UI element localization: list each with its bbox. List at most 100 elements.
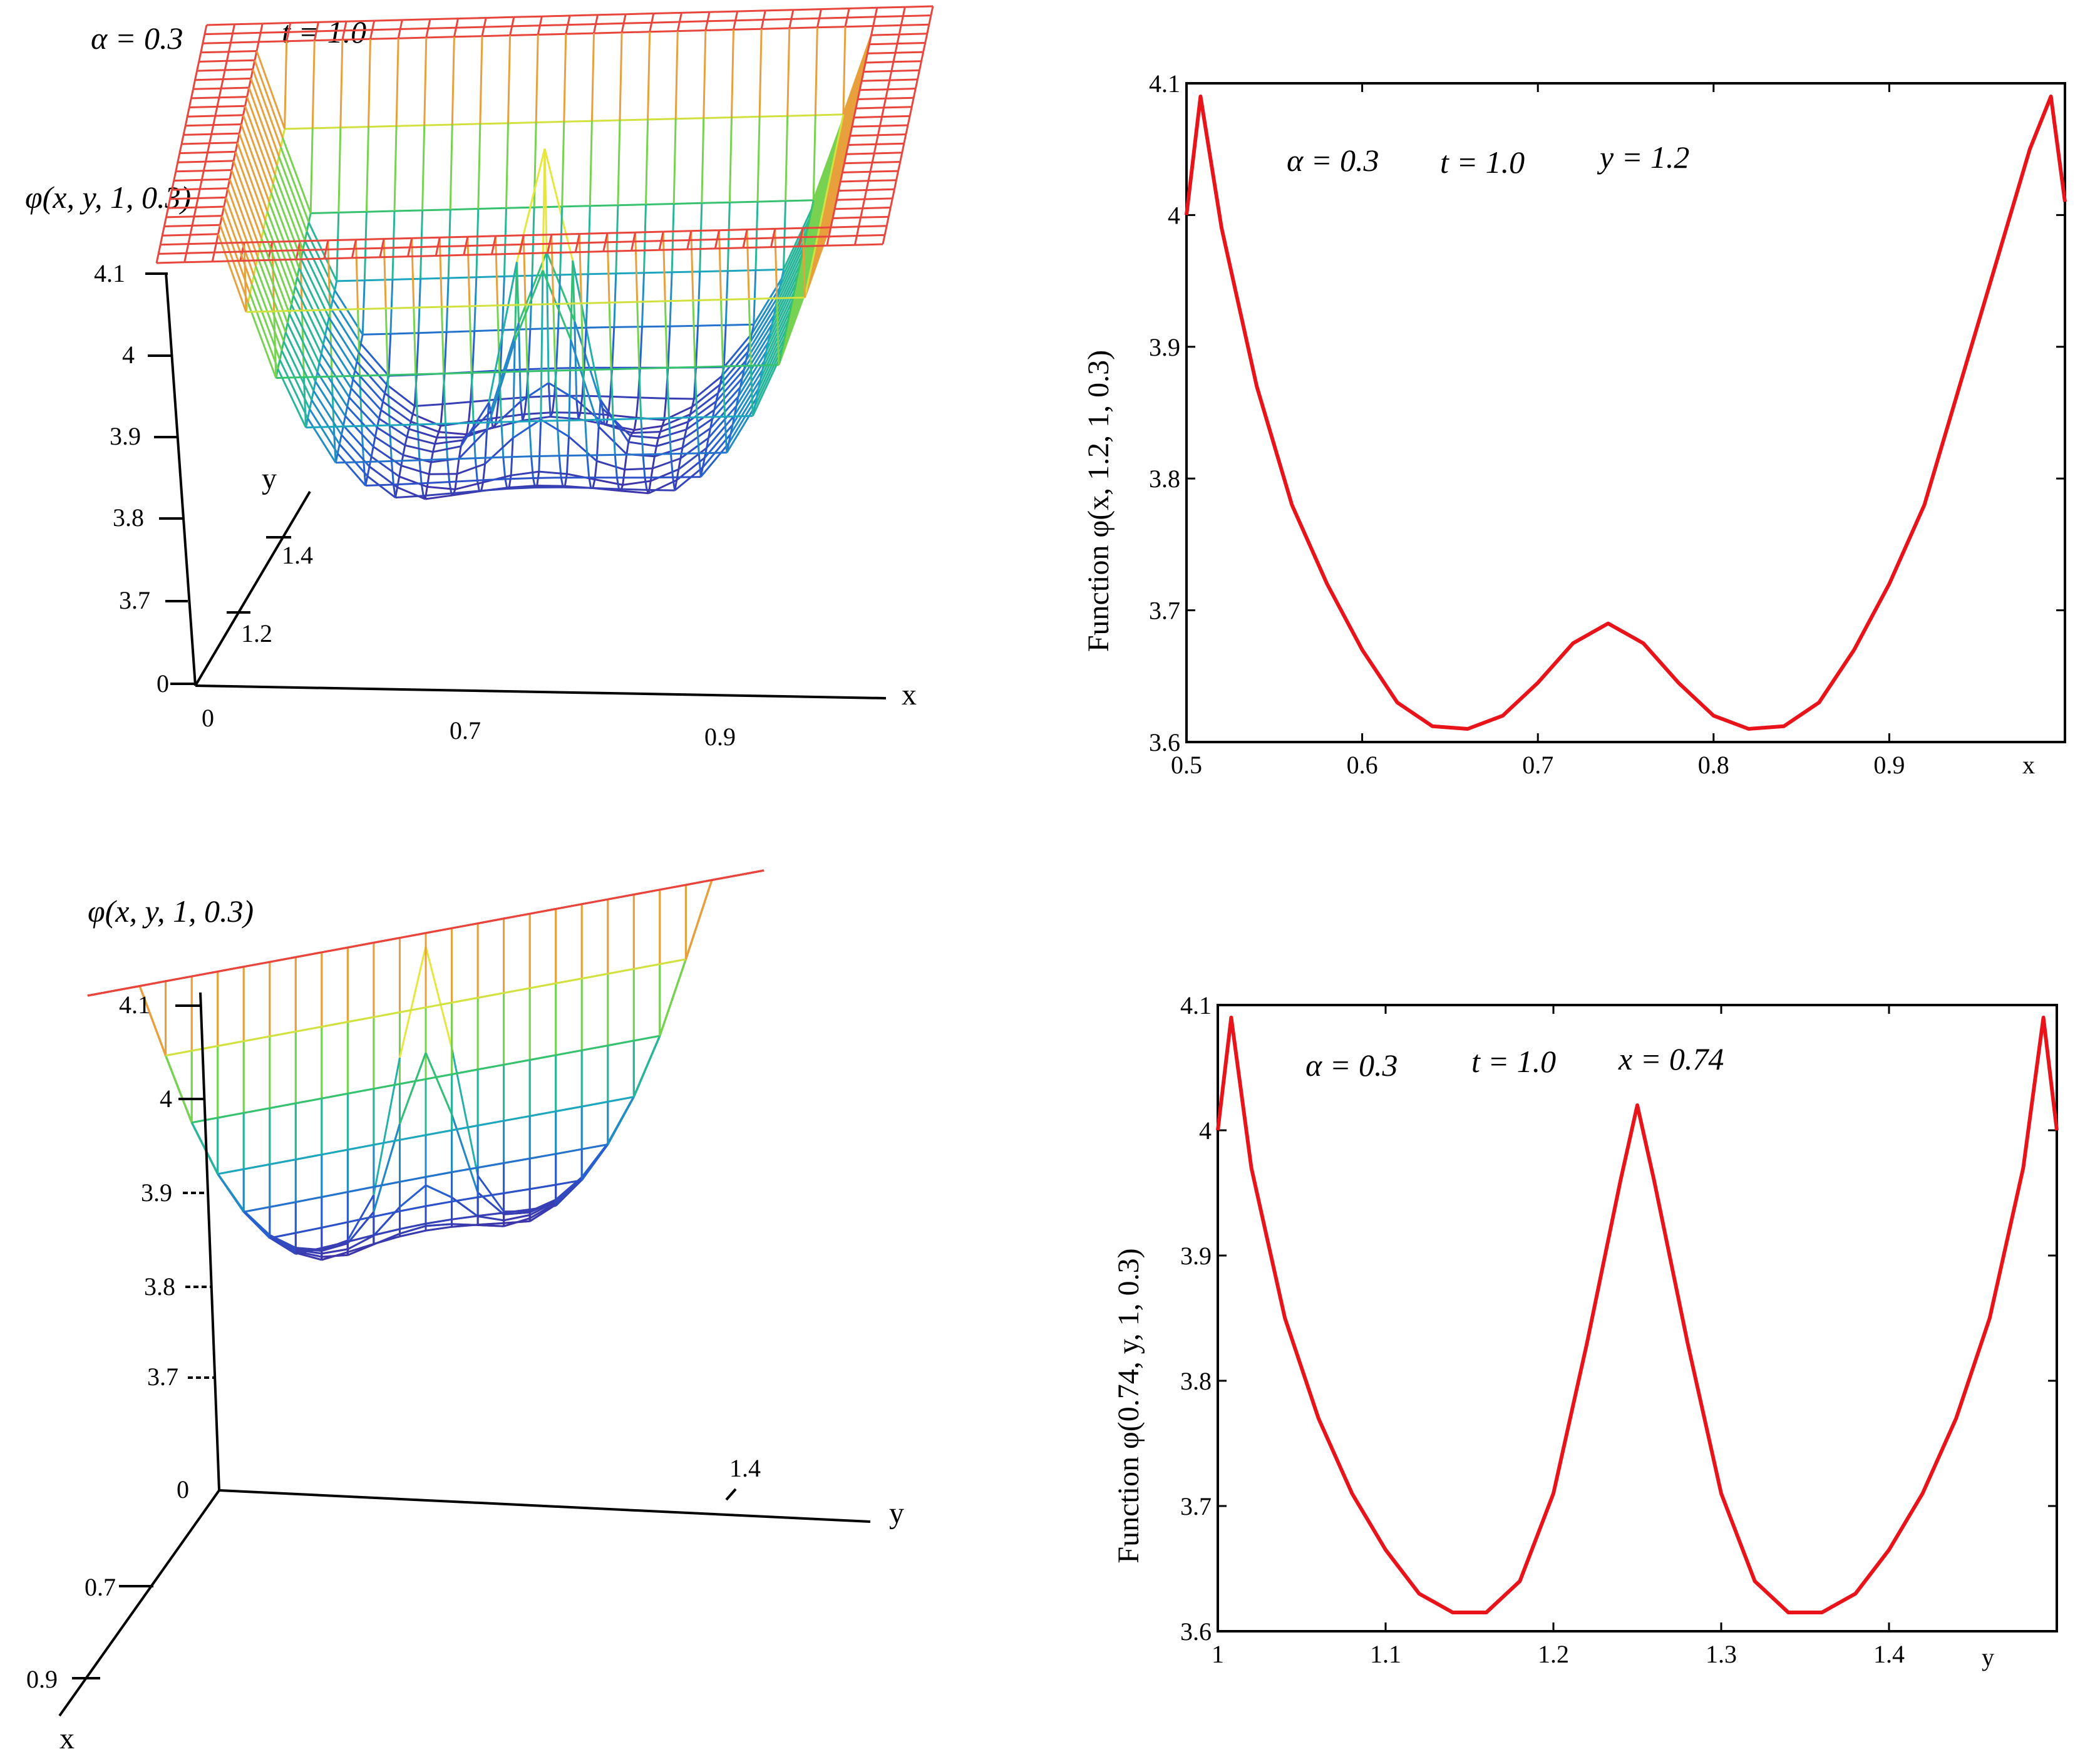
mesh-segment [751, 287, 781, 334]
mesh-segment [371, 20, 376, 31]
mesh-segment [786, 28, 791, 116]
mesh-segment [724, 416, 728, 453]
mesh-segment [846, 152, 875, 155]
mesh-segment [632, 232, 637, 242]
mesh-segment [555, 903, 582, 910]
mesh-segment [254, 59, 284, 139]
mesh-segment [113, 985, 140, 992]
mesh-segment [613, 418, 641, 421]
mesh-segment [511, 16, 515, 27]
mesh-segment [901, 23, 929, 26]
mesh-segment [522, 235, 527, 305]
mesh-segment [451, 1224, 478, 1228]
mesh-segment [451, 1215, 478, 1220]
mesh-segment [783, 209, 813, 271]
mesh-segment [565, 32, 594, 35]
mesh-segment [309, 400, 313, 410]
mesh-segment [862, 79, 890, 82]
mesh-segment [479, 36, 483, 124]
mesh-segment [719, 376, 723, 385]
mesh-segment [842, 34, 872, 115]
mesh-segment [347, 1194, 375, 1241]
mesh-segment [806, 150, 837, 229]
z-tick-label: 3.7 [147, 1363, 178, 1391]
mesh-segment [296, 1153, 322, 1161]
mesh-segment [227, 42, 232, 53]
mesh-segment [307, 418, 337, 463]
z-axis-line-top [165, 272, 197, 686]
mesh-segment [595, 14, 599, 24]
x-tick-label: 1.2 [1538, 1640, 1569, 1668]
mesh-segment [269, 1102, 296, 1110]
mesh-segment [373, 1210, 400, 1218]
mesh-segment [468, 306, 473, 373]
mesh-segment [877, 6, 905, 9]
mesh-segment [692, 300, 696, 368]
mesh-segment [229, 50, 257, 53]
mesh-segment [574, 242, 579, 253]
mesh-segment [709, 10, 738, 13]
mesh-segment [414, 374, 419, 425]
mesh-segment [495, 399, 500, 418]
series-line [1216, 1016, 2059, 1614]
mesh-segment [321, 1242, 348, 1252]
mesh-segment [520, 401, 524, 421]
mesh-segment [413, 307, 417, 374]
mesh-segment [503, 1214, 530, 1222]
mesh-segment [581, 1143, 609, 1150]
mesh-segment [810, 260, 814, 271]
mesh-segment [775, 245, 805, 307]
mesh-segment [381, 246, 410, 249]
mesh-segment [857, 97, 886, 100]
mesh-segment [296, 1026, 322, 1033]
mesh-segment [342, 425, 373, 458]
mesh-segment [360, 343, 389, 377]
mesh-segment [391, 459, 420, 462]
mesh-segment [590, 33, 595, 121]
mesh-segment [811, 181, 842, 262]
mesh-segment [205, 160, 234, 163]
mesh-segment [864, 53, 868, 63]
y-tick-label: 4.1 [1180, 991, 1212, 1019]
mesh-segment [402, 18, 430, 21]
mesh-segment [399, 932, 426, 939]
mesh-segment [207, 143, 211, 153]
mesh-segment [529, 1054, 556, 1061]
mesh-segment [165, 1050, 192, 1057]
mesh-segment [905, 5, 934, 8]
mesh-segment [613, 273, 617, 328]
mesh-segment [191, 971, 218, 977]
mesh-segment [615, 272, 644, 275]
mesh-segment [583, 328, 587, 368]
mesh-segment [202, 178, 230, 181]
mesh-segment [765, 342, 770, 352]
mesh-segment [677, 458, 682, 470]
mesh-segment [513, 262, 518, 341]
mesh-segment [347, 1143, 374, 1151]
mesh-segment [787, 242, 818, 320]
mesh-segment [355, 239, 359, 309]
mesh-segment [443, 373, 446, 424]
mesh-segment [638, 368, 642, 419]
mesh-segment [632, 1035, 661, 1098]
mesh-segment [294, 286, 324, 346]
mesh-segment [479, 488, 508, 492]
mesh-segment [624, 467, 653, 471]
mesh-segment [208, 133, 213, 144]
mesh-segment [423, 492, 451, 497]
mesh-segment [825, 187, 829, 197]
mesh-segment [307, 409, 311, 419]
mesh-segment [159, 235, 163, 245]
mesh-segment [321, 1021, 348, 1028]
mesh-segment [696, 417, 700, 453]
mesh-segment [557, 274, 562, 329]
mesh-segment [853, 108, 857, 118]
mesh-segment [529, 276, 533, 329]
mesh-segment [575, 400, 580, 420]
mesh-segment [216, 97, 220, 107]
mesh-segment [473, 277, 478, 331]
mesh-segment [812, 115, 816, 200]
mesh-segment [298, 267, 328, 328]
mesh-segment [598, 426, 627, 455]
surface-mesh-top [155, 5, 934, 500]
